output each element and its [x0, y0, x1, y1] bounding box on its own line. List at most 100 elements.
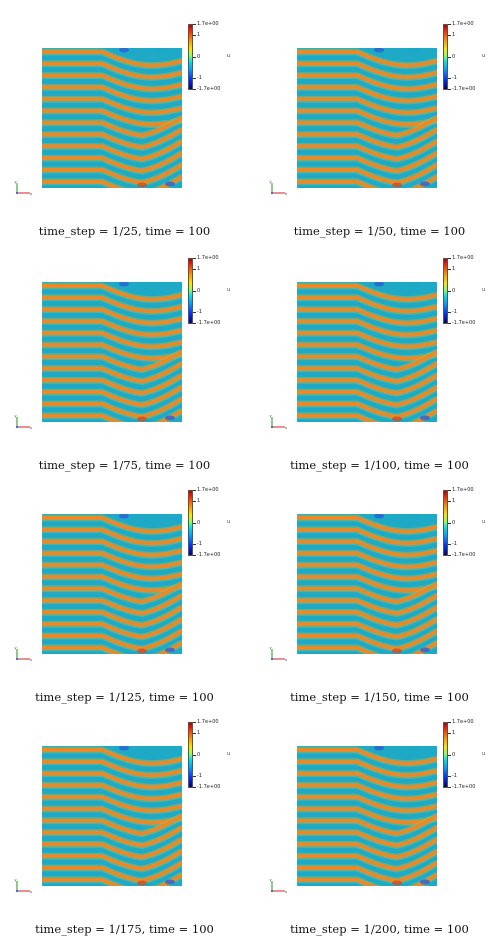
field-spot [119, 514, 129, 519]
colorbar-tick0-label: 0 [197, 54, 201, 60]
warm-stripe [42, 319, 182, 338]
simulation-panel-2: 1.7e+00 1 0 -1 -1.7e+00 u y x time_step … [255, 0, 499, 238]
warm-stripe [42, 397, 182, 420]
colorbar-tick1-label: 1 [452, 498, 456, 504]
warm-stripe [297, 151, 437, 174]
field-spot [155, 514, 165, 520]
field-spot [420, 879, 430, 885]
colorbar-tickm1-label: -1 [452, 541, 457, 547]
colorbar-variable-label: u [482, 53, 486, 59]
warm-stripe [297, 127, 437, 150]
warm-stripe [297, 342, 437, 361]
warm-stripe [297, 872, 437, 886]
warm-stripe [297, 849, 437, 872]
warm-stripe [297, 295, 437, 314]
warm-stripe [42, 783, 182, 802]
warm-stripe [42, 837, 182, 860]
warm-stripe [297, 397, 437, 420]
warm-stripe [297, 837, 437, 860]
colorbar [188, 258, 193, 324]
stripe-bands [42, 282, 182, 422]
colorbar-tick1-label: 1 [197, 730, 201, 736]
warm-stripe [42, 61, 182, 80]
colorbar-tick1-label: 1 [197, 266, 201, 272]
colorbar-tick0-label: 0 [197, 288, 201, 294]
warm-stripe [42, 373, 182, 396]
simulation-panel-8: 1.7e+00 1 0 -1 -1.7e+00 u y x time_step … [255, 698, 499, 936]
warm-stripe [297, 640, 437, 654]
pattern-field [297, 514, 437, 654]
field-spot [374, 514, 384, 519]
warm-stripe [297, 806, 437, 825]
field-spot [410, 282, 420, 288]
colorbar-tick-min [193, 555, 196, 556]
colorbar-max-label: 1.7e+00 [452, 21, 474, 27]
axes-triad-icon: y x [270, 646, 288, 662]
axes-triad-icon: y x [15, 878, 33, 894]
warm-stripe [42, 759, 182, 778]
field-spot [392, 880, 402, 886]
panel-caption: time_step = 1/25, time = 100 [38, 224, 211, 238]
warm-stripe [42, 771, 182, 790]
warm-stripe [42, 806, 182, 825]
colorbar-tick-min [448, 323, 451, 324]
pattern-field-plot [297, 48, 437, 188]
warm-stripe [297, 361, 437, 384]
field-spot [374, 746, 384, 751]
svg-text:y: y [270, 180, 272, 184]
colorbar-tick0-label: 0 [197, 520, 201, 526]
axes-triad-icon: y x [270, 414, 288, 430]
warm-stripe [42, 174, 182, 188]
pattern-field [42, 282, 182, 422]
colorbar-tick-max [448, 24, 451, 25]
warm-stripe [42, 849, 182, 872]
warm-stripe [297, 108, 437, 127]
warm-stripe [42, 813, 182, 836]
colorbar-tickm1-label: -1 [452, 309, 457, 315]
colorbar-tick0-label: 0 [197, 752, 201, 758]
colorbar-tick-min [193, 787, 196, 788]
warm-stripe [42, 139, 182, 162]
svg-text:x: x [285, 890, 287, 894]
field-spot [410, 514, 420, 520]
colorbar-tick-m1 [448, 776, 451, 777]
colorbar-variable-label: u [227, 53, 231, 59]
warm-stripe [42, 563, 182, 581]
svg-text:x: x [285, 658, 287, 662]
field-spot [165, 181, 175, 187]
colorbar-tick-max [193, 490, 196, 491]
colorbar-min-label: -1.7e+00 [452, 784, 476, 790]
field-spot [137, 880, 147, 886]
warm-stripe [297, 527, 437, 546]
field-spot [374, 48, 384, 53]
warm-stripe [297, 385, 437, 408]
warm-stripe [42, 49, 182, 68]
warm-stripe [297, 373, 437, 396]
field-spot [392, 648, 402, 654]
pattern-field [297, 746, 437, 886]
colorbar-tick-1 [448, 269, 451, 270]
field-spot [165, 879, 175, 885]
colorbar-variable-label: u [227, 287, 231, 293]
warm-stripe [297, 73, 437, 92]
warm-stripe [297, 307, 437, 326]
colorbar-tick-min [193, 89, 196, 90]
colorbar-tick-min [448, 787, 451, 788]
colorbar-tick0-label: 0 [452, 520, 456, 526]
colorbar [188, 490, 193, 556]
warm-stripe [42, 163, 182, 186]
warm-stripe [42, 108, 182, 127]
warm-stripe [42, 593, 182, 616]
svg-text:y: y [270, 878, 272, 882]
colorbar-tick-0 [193, 523, 196, 524]
colorbar-tick-max [448, 490, 451, 491]
warm-stripe [42, 605, 182, 628]
warm-stripe [42, 85, 182, 104]
colorbar-tickm1-label: -1 [452, 75, 457, 81]
field-spot [137, 648, 147, 654]
colorbar-max-label: 1.7e+00 [452, 487, 474, 493]
pattern-field-plot [297, 514, 437, 654]
warm-stripe [42, 629, 182, 652]
warm-stripe [42, 617, 182, 640]
pattern-field [297, 282, 437, 422]
